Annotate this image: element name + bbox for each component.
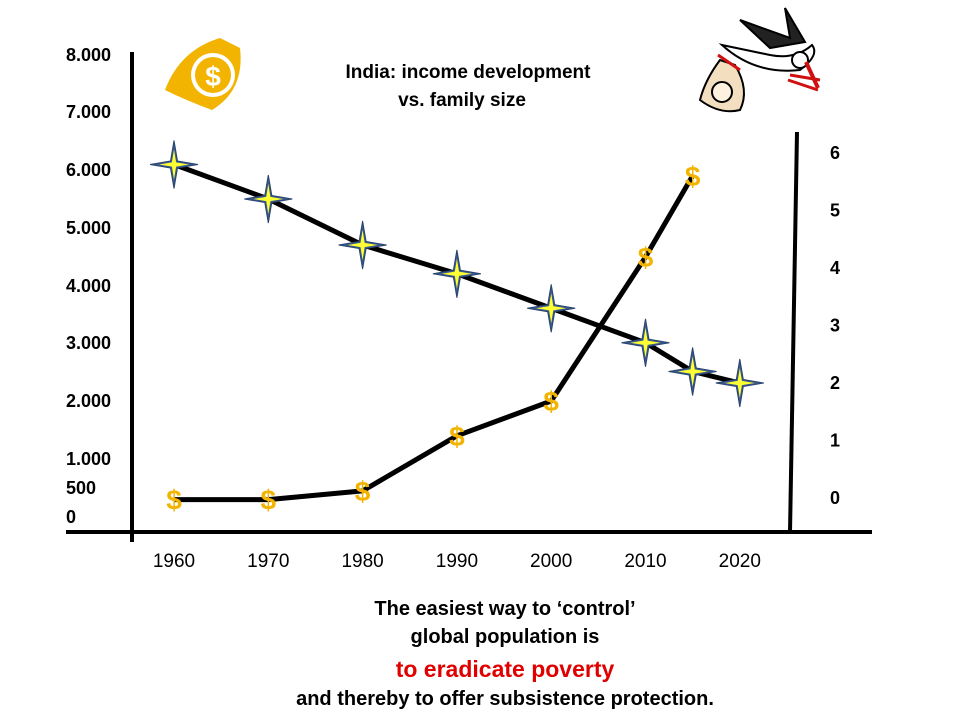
left-axis-tick-label: 0	[66, 507, 76, 527]
left-axis-tick-label: 8.000	[66, 45, 111, 65]
left-axis-tick-label: 7.000	[66, 102, 111, 122]
money-coin-icon: $	[165, 38, 241, 110]
x-axis-tick-label: 1980	[341, 551, 383, 572]
income-point: $	[355, 476, 371, 507]
right-axis-tick-label: 6	[830, 143, 840, 163]
family-size-point	[244, 174, 293, 224]
caption-line-1: The easiest way to ‘control’	[374, 598, 636, 620]
income-line	[174, 174, 695, 503]
x-axis-tick-label: 1960	[153, 551, 195, 572]
svg-text:$: $	[205, 61, 221, 92]
left-axis-tick-label: 5.000	[66, 218, 111, 238]
chart-title-line-2: vs. family size	[398, 90, 526, 111]
family-size-point	[338, 220, 387, 270]
left-axis-tick-label: 2.000	[66, 391, 111, 411]
x-axis-tick-label: 1990	[436, 551, 478, 572]
family-size-point	[432, 249, 481, 298]
left-axis-tick-label: 1.000	[66, 449, 111, 469]
right-axis-tick-label: 1	[830, 431, 840, 451]
family-size-point	[715, 358, 764, 408]
income-point: $	[449, 421, 465, 452]
left-axis-tick-label: 500	[66, 478, 96, 498]
left-axis-tick-label: 6.000	[66, 160, 111, 180]
family-size-line	[173, 162, 741, 386]
right-axis-tick-label: 3	[830, 316, 840, 336]
income-point: $	[261, 485, 277, 516]
right-axis-tick-label: 4	[830, 258, 840, 278]
income-point: $	[543, 386, 559, 417]
family-size-point	[621, 318, 670, 367]
income-point: $	[166, 485, 182, 516]
stork-baby-icon	[698, 7, 821, 113]
caption-highlight: to eradicate poverty	[395, 656, 615, 682]
x-axis-tick-label: 2010	[624, 551, 666, 572]
income-point: $	[685, 161, 701, 192]
right-axis-tick-label: 5	[830, 201, 840, 221]
right-axis-line	[788, 131, 799, 533]
caption-line-3: and thereby to offer subsistence protect…	[296, 688, 714, 710]
income-point: $	[638, 242, 654, 273]
x-axis-tick-label: 1970	[247, 551, 289, 572]
right-axis-tick-label: 0	[830, 488, 840, 508]
family-size-point	[149, 140, 199, 189]
x-axis-tick-label: 2000	[530, 551, 572, 572]
family-size-point	[668, 347, 717, 396]
left-axis-tick-label: 3.000	[66, 333, 111, 353]
caption-line-2: global population is	[410, 626, 600, 648]
x-axis-tick-label: 2020	[719, 551, 761, 572]
family-size-point	[527, 284, 576, 333]
right-axis-tick-label: 2	[830, 373, 840, 393]
left-axis-tick-label: 4.000	[66, 276, 111, 296]
chart-title-line-1: India: income development	[346, 62, 592, 83]
